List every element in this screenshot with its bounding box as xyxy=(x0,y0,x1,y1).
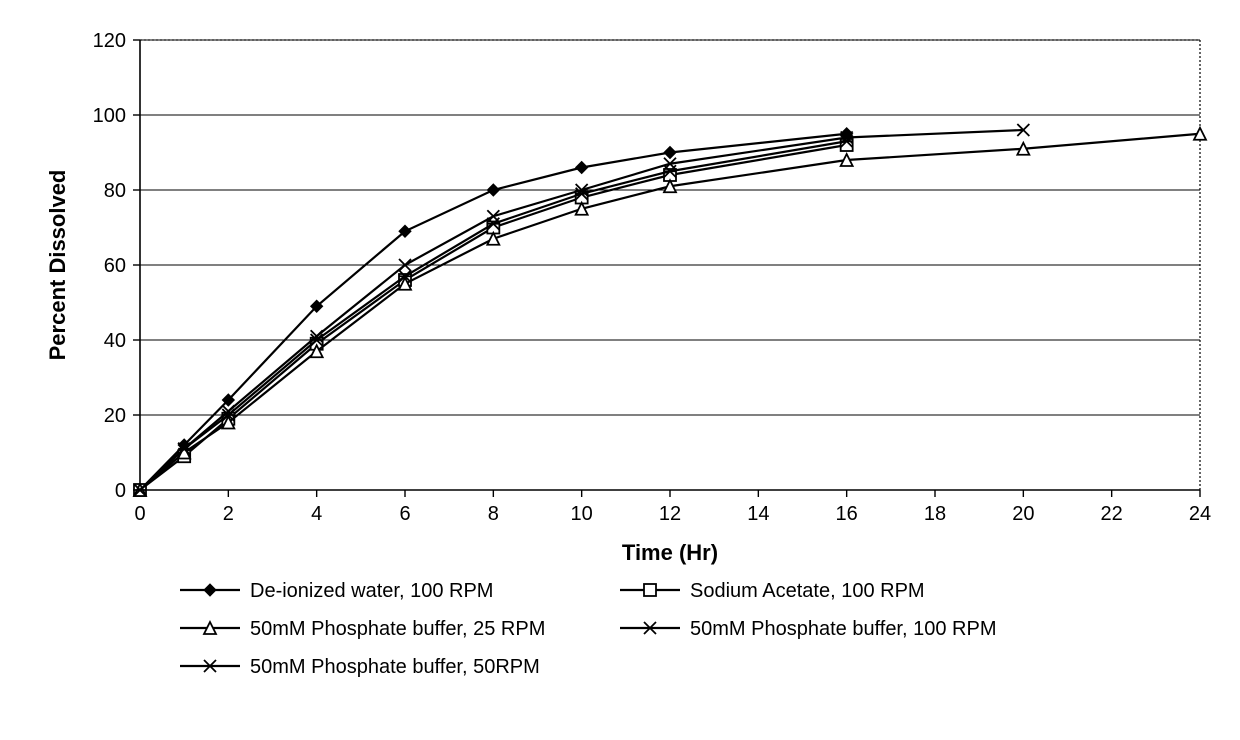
x-tick-label: 6 xyxy=(399,503,410,525)
x-tick-label: 18 xyxy=(924,503,946,525)
y-tick-label: 0 xyxy=(115,480,126,502)
x-tick-label: 8 xyxy=(488,503,499,525)
x-tick-label: 10 xyxy=(571,503,593,525)
x-tick-label: 0 xyxy=(134,503,145,525)
legend-item: 50mM Phosphate buffer, 50RPM xyxy=(180,656,540,678)
y-axis-label: Percent Dissolved xyxy=(45,170,70,361)
x-tick-label: 2 xyxy=(223,503,234,525)
x-axis-label: Time (Hr) xyxy=(622,540,718,565)
y-tick-label: 20 xyxy=(104,405,126,427)
y-tick-label: 100 xyxy=(93,105,126,127)
x-tick-label: 20 xyxy=(1012,503,1034,525)
y-tick-label: 60 xyxy=(104,255,126,277)
x-tick-label: 4 xyxy=(311,503,322,525)
marker xyxy=(204,584,216,596)
y-tick-label: 120 xyxy=(93,30,126,52)
y-tick-label: 80 xyxy=(104,180,126,202)
legend-item: 50mM Phosphate buffer, 25 RPM xyxy=(180,618,545,640)
x-tick-label: 16 xyxy=(836,503,858,525)
x-tick-label: 12 xyxy=(659,503,681,525)
legend-label: 50mM Phosphate buffer, 25 RPM xyxy=(250,618,545,640)
x-tick-label: 14 xyxy=(747,503,769,525)
x-tick-label: 22 xyxy=(1101,503,1123,525)
x-tick-label: 24 xyxy=(1189,503,1211,525)
marker xyxy=(204,660,216,672)
legend-item: De-ionized water, 100 RPM xyxy=(180,580,493,602)
marker xyxy=(644,584,656,596)
dissolution-chart: 024681012141618202224020406080100120Time… xyxy=(20,20,1220,720)
y-tick-label: 40 xyxy=(104,330,126,352)
legend-label: De-ionized water, 100 RPM xyxy=(250,580,493,602)
legend-label: Sodium Acetate, 100 RPM xyxy=(690,580,925,602)
legend-label: 50mM Phosphate buffer, 100 RPM xyxy=(690,618,996,640)
legend-label: 50mM Phosphate buffer, 50RPM xyxy=(250,656,540,678)
legend: De-ionized water, 100 RPM Sodium Acetate,… xyxy=(180,580,996,678)
legend-item: 50mM Phosphate buffer, 100 RPM xyxy=(620,618,996,640)
legend-item: Sodium Acetate, 100 RPM xyxy=(620,580,925,602)
